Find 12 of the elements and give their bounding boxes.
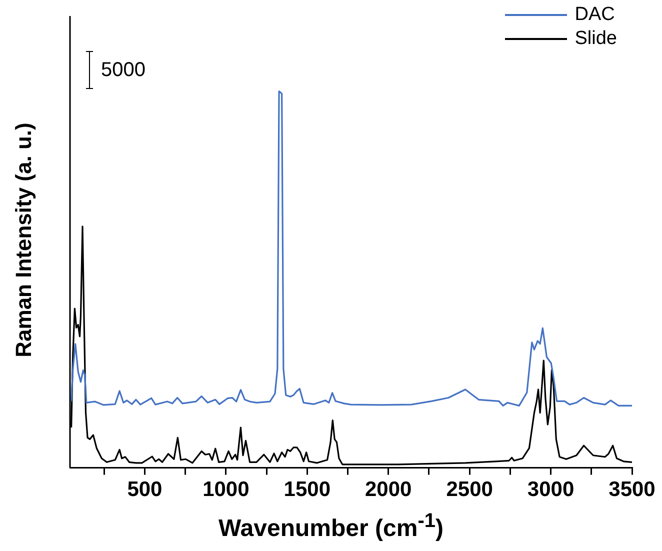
text: 5000 [101, 58, 146, 82]
x-tick-label: 2500 [446, 478, 493, 502]
x-tick-label: 3500 [608, 478, 656, 502]
y-axis-title: Raman Intensity (a. u.) [11, 122, 37, 358]
legend-label: DAC [574, 4, 615, 26]
x-axis-title: Wavenumber (cm$^{-1}$) [218, 510, 444, 543]
x-tick-label: 3000 [527, 478, 574, 502]
x-tick-label: 500 [127, 478, 162, 502]
x-tick-label: 1000 [202, 478, 250, 502]
legend-label: Slide [574, 28, 617, 50]
x-tick-label: 2000 [365, 478, 412, 502]
x-tick-label: 1500 [284, 478, 331, 502]
